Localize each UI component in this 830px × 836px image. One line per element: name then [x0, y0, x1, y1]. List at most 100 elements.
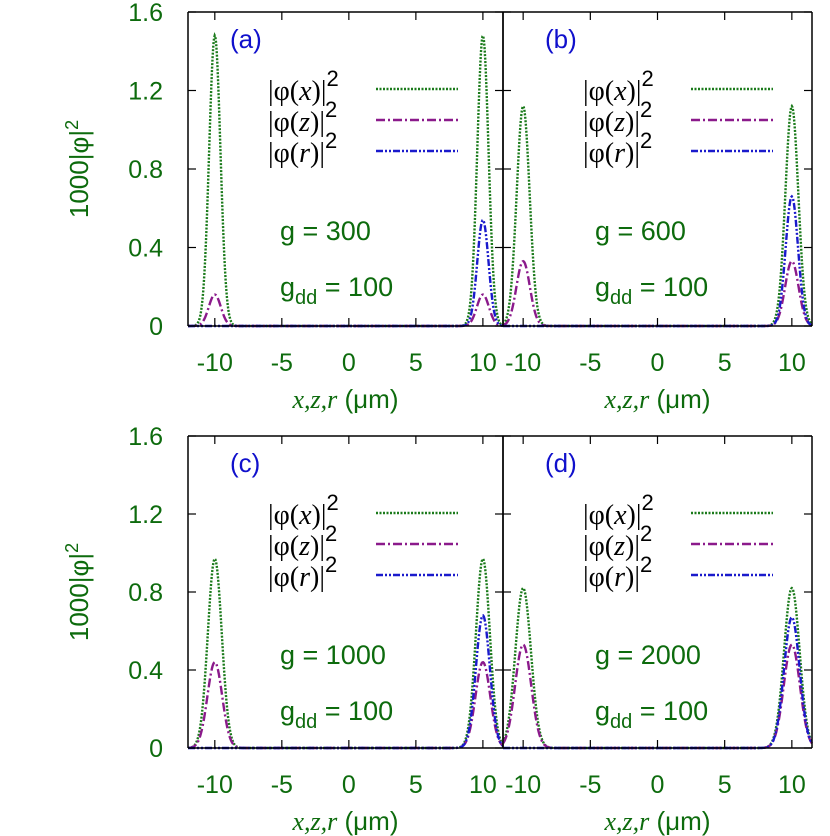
legend-label-x: |φ(x)|2: [268, 66, 339, 107]
legend-var: r: [614, 138, 625, 169]
legend-exp: 2: [640, 552, 652, 577]
y-tick-label: 1.6: [128, 0, 163, 27]
y-tick-label: 1.6: [128, 423, 163, 451]
y-tick-label: 0.8: [128, 579, 163, 607]
legend-text: )|: [625, 562, 640, 593]
x-tick-label: -5: [271, 771, 293, 799]
y-tick-label: 1.2: [128, 78, 163, 106]
annotation-g: g = 600: [595, 216, 686, 246]
x-axis-label: x,z,r (μm): [292, 384, 399, 414]
legend-label-x: |φ(x)|2: [583, 66, 654, 107]
x-axis-label: x,z,r (μm): [604, 806, 711, 836]
annotation-gdd-symbol: g: [280, 272, 295, 302]
annotation-g: g = 1000: [280, 640, 386, 670]
legend-label-r: |φ(r)|2: [583, 128, 652, 169]
x-tick-label: 10: [778, 771, 806, 799]
y-tick-label: 1.2: [128, 501, 163, 529]
x-tick-label: 10: [469, 349, 497, 377]
legend-text: )|: [312, 500, 327, 531]
y-tick-label: 0.4: [128, 657, 163, 685]
legend-var: z: [298, 107, 310, 138]
legend-text: )|: [625, 531, 640, 562]
annotation-gdd-value: = 100: [317, 272, 393, 302]
legend-exp: 2: [640, 128, 652, 153]
annotation-gdd-symbol: g: [280, 696, 295, 726]
legend-label-r: |φ(r)|2: [583, 552, 652, 593]
legend-text: |φ(: [583, 138, 614, 169]
x-axis-label-unit: (μm): [649, 806, 710, 836]
x-axis-label-unit: (μm): [337, 806, 398, 836]
legend-exp: 2: [325, 521, 337, 546]
legend-text: )|: [310, 531, 325, 562]
x-axis-label-vars: x,z,r: [604, 807, 651, 836]
x-axis-label-unit: (μm): [337, 384, 398, 414]
legend-text: )|: [625, 138, 640, 169]
y-tick-label: 0: [149, 735, 163, 763]
legend-exp: 2: [326, 66, 338, 91]
annotation-gdd-value: = 100: [317, 696, 393, 726]
legend-exp: 2: [326, 490, 338, 515]
x-tick-label: 5: [409, 349, 423, 377]
x-tick-label: 10: [778, 349, 806, 377]
annotation-gdd-sub: dd: [610, 287, 632, 309]
legend-text: |φ(: [583, 76, 614, 107]
legend-var: z: [298, 531, 310, 562]
x-axis-label-unit: (μm): [649, 384, 710, 414]
legend-label-r: |φ(r)|2: [268, 552, 337, 593]
legend-text: )|: [627, 500, 642, 531]
annotation-gdd-sub: dd: [295, 287, 317, 309]
x-tick-label: -10: [197, 349, 233, 377]
legend-text: |φ(: [583, 562, 614, 593]
legend-label-x: |φ(x)|2: [268, 490, 339, 531]
y-tick-label: 0.4: [128, 235, 163, 263]
x-axis-label-vars: x,z,r: [292, 385, 339, 414]
y-tick-label: 0.8: [128, 156, 163, 184]
annotation-gdd-sub: dd: [610, 711, 632, 733]
x-tick-label: -10: [505, 349, 541, 377]
legend-var: z: [613, 531, 625, 562]
legend-exp: 2: [641, 490, 653, 515]
y-tick-label: 0: [149, 313, 163, 341]
legend-var: z: [613, 107, 625, 138]
x-tick-label: 0: [651, 771, 665, 799]
legend-text: )|: [625, 107, 640, 138]
legend-var: r: [614, 562, 625, 593]
annotation-gdd-value: = 100: [632, 272, 708, 302]
legend-text: |φ(: [583, 531, 614, 562]
panel-d: -10 -5 0 5 10x,z,r (μm)(d)|φ(x)|2|φ(z)|2|φ(r…: [501, 435, 814, 836]
annotation-g: g = 300: [280, 216, 371, 246]
legend-label-z: |φ(z)|2: [268, 97, 337, 138]
x-tick-label: -10: [197, 771, 233, 799]
legend-text: |φ(: [268, 500, 299, 531]
legend-text: )|: [310, 138, 325, 169]
y-axis-label-exp: 2: [62, 120, 82, 130]
x-tick-label: -5: [271, 349, 293, 377]
legend-exp: 2: [641, 66, 653, 91]
legend-text: |φ(: [268, 76, 299, 107]
panel-label: (a): [230, 24, 262, 54]
panel-label: (b): [545, 24, 577, 54]
x-tick-label: -10: [505, 771, 541, 799]
legend-text: )|: [310, 107, 325, 138]
legend-var: r: [299, 562, 310, 593]
x-tick-label: 5: [409, 771, 423, 799]
panel-a: -10 -5 0 5 1000.40.81.21.6x,z,r (μm)1000|φ|2…: [62, 0, 504, 414]
x-tick-label: 5: [718, 349, 732, 377]
series-line-r: [188, 614, 504, 750]
legend-text: |φ(: [268, 138, 299, 169]
legend-label-r: |φ(r)|2: [268, 128, 337, 169]
legend-text: )|: [627, 76, 642, 107]
x-tick-label: 0: [651, 349, 665, 377]
y-axis-label-main: 1000|φ|: [64, 553, 94, 641]
annotation-g: g = 2000: [595, 640, 701, 670]
panel-label: (c): [230, 448, 260, 478]
y-axis-label: 1000|φ|2: [62, 543, 94, 641]
legend-exp: 2: [325, 97, 337, 122]
legend-exp: 2: [325, 552, 337, 577]
legend-label-z: |φ(z)|2: [583, 97, 652, 138]
legend-text: |φ(: [583, 500, 614, 531]
legend-text: |φ(: [268, 107, 299, 138]
legend-text: )|: [310, 562, 325, 593]
y-axis-label-main: 1000|φ|: [64, 130, 94, 218]
x-axis-label: x,z,r (μm): [292, 806, 399, 836]
